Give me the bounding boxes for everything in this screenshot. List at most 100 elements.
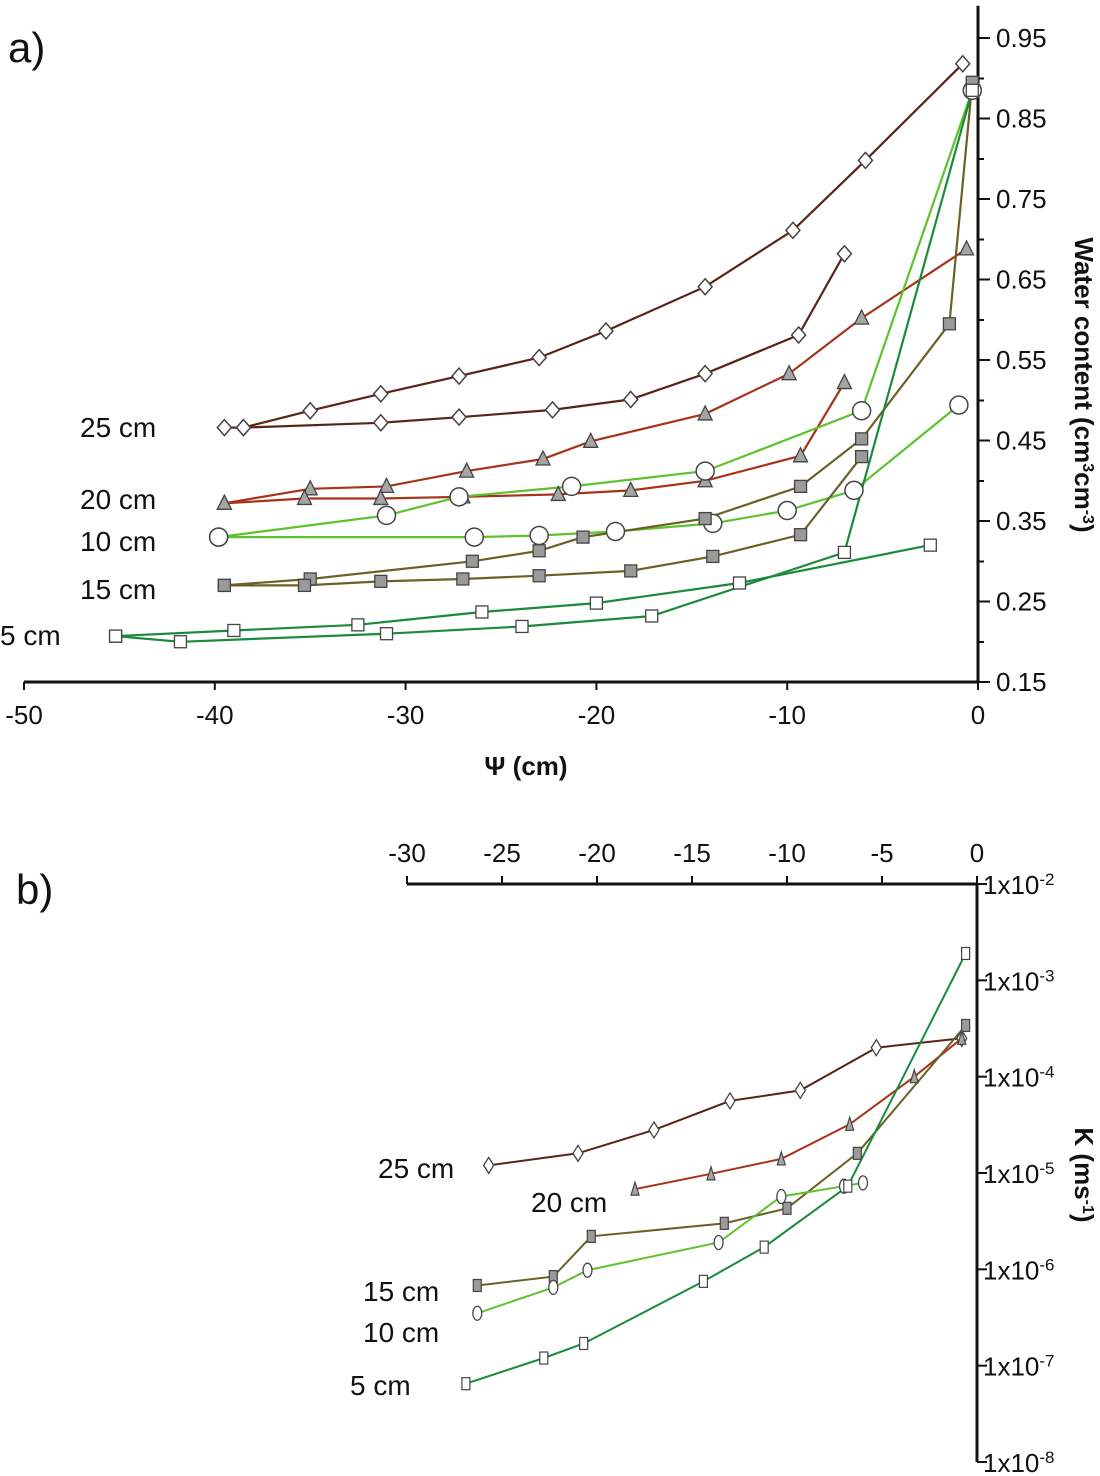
panel-b-point-15-cm-shape [472,1278,482,1293]
panel-b-point-25-cm-shape [648,1120,660,1140]
panel-a-point-20-cm-shape [302,479,319,496]
panel-b-point-20-cm-shape [844,1115,855,1131]
panel-a-point-25-cm-shape [302,401,319,420]
panel-a-point-20-cm-shape [550,484,567,502]
panel-a-point-10-cm-shape [777,500,797,521]
panel-b-series-5-cm-line [465,953,967,1385]
panel-b-x-tick-label: -20 [578,838,616,868]
panel-a-y-tick-label: 0.65 [996,265,1047,295]
panel-a-x-axis-title: Ψ (cm) [484,751,567,781]
panel-a-point-5-cm-shape [379,627,394,641]
panel-a-point-25-cm-shape [451,366,468,386]
panel-b-y-tick-exp: -2 [1039,870,1054,889]
panel-a-point-15-cm [793,479,808,494]
panel-a-point-25-cm [451,408,468,427]
panel-a-point-25-cm [531,348,548,367]
panel-b-point-15-cm-shape [782,1201,792,1215]
panel-b-y-tick-base: 1x10 [983,870,1039,900]
panel-a-point-15-cm [532,569,546,583]
panel-a-point-25-cm-shape [622,390,639,409]
panel-a-point-15-cm-shape [456,572,470,586]
panel-a-series-20-cm-line-1 [224,247,968,505]
panel-a-series-20-cm-line-2 [224,381,846,505]
panel-a-point-5-cm [645,609,659,623]
panel-a-point-15-cm-shape [217,578,231,593]
panel-a-point-25-cm [836,244,853,263]
panel-a-point-15-cm [854,432,869,446]
panel-b-point-20-cm-shape [776,1149,787,1166]
panel-a-point-25-cm-shape [372,413,389,432]
panel-b-x-tick-label: -5 [870,838,893,868]
panel-a-point-10-cm-shape [561,476,582,497]
panel-b-y-tick-base: 1x10 [983,1063,1039,1093]
panel-a-point-5-cm-shape [837,545,852,560]
panel-a-series-label-25-cm: 25 cm [80,412,156,443]
panel-a-y-axis-title: Water content (cm3cm-3) [1069,237,1099,532]
panel-a-point-20-cm-shape [534,449,552,466]
panel-a-y-axis-title-end: ) [1069,524,1099,533]
panel-a-point-5-cm-shape [108,629,123,643]
panel-b-point-15-cm [782,1201,792,1215]
panel-a-point-10-cm [561,476,582,497]
panel-b-point-25-cm-shape [724,1091,736,1111]
panel-a-point-10-cm-shape [695,461,715,481]
panel-a-point-5-cm-shape [475,605,489,619]
panel-a-point-20-cm [458,461,475,478]
panel-a-point-15-cm [297,578,312,593]
panel-a-point-25-cm-shape [697,364,714,383]
panel-b-point-15-cm [960,1018,971,1033]
panel-a-point-10-cm-shape [376,505,397,526]
panel-b-y-tick-base: 1x10 [983,1448,1039,1476]
panel-a-point-20-cm [550,484,567,502]
panel-b-y-tick-exp: -5 [1039,1159,1054,1178]
panel-b-point-5-cm-shape [960,946,971,961]
panel-b-point-5-cm-shape [579,1336,589,1351]
panel-a-point-10-cm [464,527,485,547]
panel-a-point-25-cm [544,400,561,420]
panel-b-point-25-cm [794,1081,807,1100]
panel-b-x-tick-label: -30 [388,838,426,868]
panel-a-point-15-cm-shape [854,432,869,446]
panel-b-point-10-cm-shape [776,1188,787,1205]
panel-a-point-5-cm [837,545,852,560]
panel-a-point-20-cm-shape [378,476,395,494]
panel-a-series-5-cm-line-2 [115,90,974,643]
panel-a-y-tick-label: 0.25 [996,587,1047,617]
panel-a-y-tick-label: 0.75 [996,184,1047,214]
panel-a-point-20-cm-shape [792,446,809,463]
panel-a-point-10-cm-shape [464,527,485,547]
panel-a-point-15-cm [624,564,638,578]
panel-a-point-20-cm [622,480,639,498]
panel-a-y-axis-title-sup1: 3 [1080,463,1097,472]
panel-b-y-tick-label: 1x10-7 [983,1351,1055,1382]
panel-b-y-tick-base: 1x10 [983,1159,1039,1189]
panel-a-point-25-cm [597,321,614,341]
panel-a-point-25-cm [372,413,389,432]
panel-a-point-10-cm [208,527,229,547]
panel-a-y-tick-label: 0.35 [996,506,1047,536]
panel-b-point-5-cm-shape [539,1351,549,1365]
panel-a-series-25-cm-line-2 [243,253,846,429]
panel-a-point-5-cm-shape [732,576,747,590]
panel-a-series-label-15-cm: 15 cm [80,574,156,605]
panel-a-point-5-cm [515,619,529,634]
panel-b-point-5-cm-shape [461,1377,471,1391]
panel-a-point-25-cm [302,401,319,420]
panel-b-series-label-20-cm: 20 cm [531,1187,607,1218]
panel-b-point-10-cm [472,1305,483,1321]
panel-b-y-tick-label: 1x10-3 [983,966,1055,997]
panel-a-point-25-cm-shape [216,418,233,437]
panel-b-point-25-cm-shape [794,1081,807,1100]
panel-b-point-10-cm-shape [582,1262,593,1278]
panel-b-point-25-cm [572,1144,584,1163]
panel-a-point-10-cm-shape [605,521,626,542]
panel-a-x-tick-label: -50 [5,700,43,730]
panel-b-y-tick-exp: -4 [1039,1062,1054,1081]
panel-a-point-20-cm-shape [582,431,599,448]
panel-b-series-20-cm-line [634,1037,963,1191]
panel-b-point-20-cm-shape [909,1067,920,1084]
panel-b-point-20-cm [956,1029,967,1045]
panel-a-point-20-cm-shape [836,373,853,390]
panel-a-point-15-cm [793,528,808,542]
panel-b-point-10-cm-shape [472,1305,483,1321]
